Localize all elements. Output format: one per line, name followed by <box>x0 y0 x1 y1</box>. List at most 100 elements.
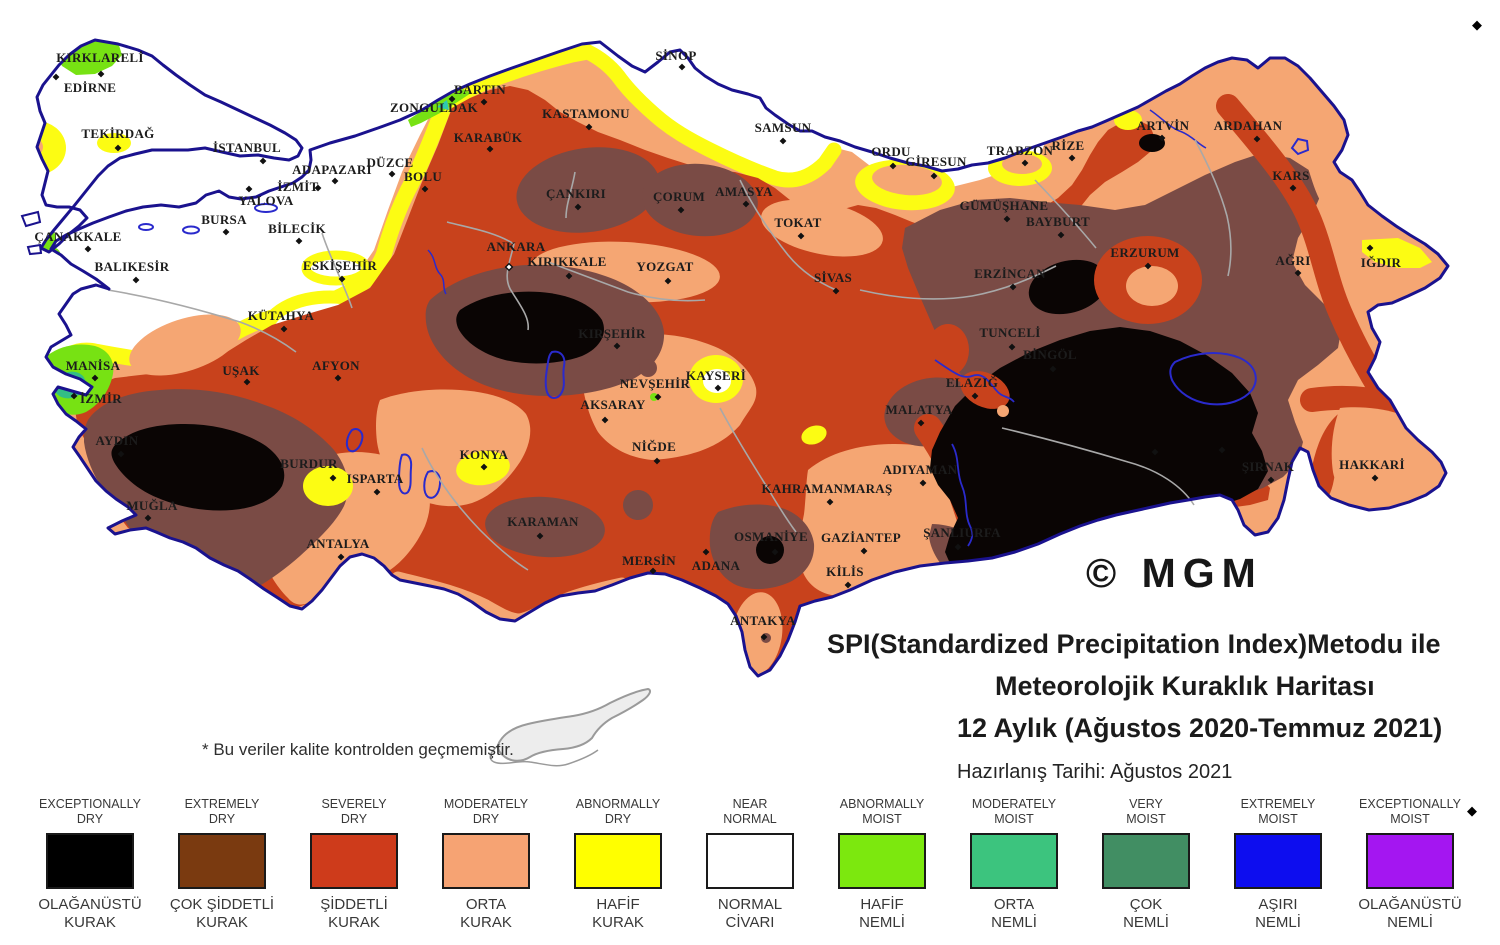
city-label: KAYSERİ <box>686 368 746 383</box>
legend-label-en: MODERATELY MOIST <box>971 797 1057 826</box>
quality-note: * Bu veriler kalite kontrolden geçmemişt… <box>202 740 514 759</box>
city-dot <box>742 200 750 208</box>
legend-swatch <box>1366 833 1454 889</box>
city-label: ŞANLIURFA <box>923 525 1001 540</box>
legend-label-tr: ORTA KURAK <box>460 896 512 932</box>
city-label: NİĞDE <box>632 439 676 454</box>
title-line-1: SPI(Standardized Precipitation Index)Met… <box>827 629 1441 659</box>
lake-ulubat <box>182 225 200 235</box>
city-dot <box>771 548 779 556</box>
city-dot <box>613 342 621 350</box>
legend-label-en: EXCEPTIONALLY MOIST <box>1359 797 1461 826</box>
city-label: BİLECİK <box>268 221 326 236</box>
city-label: KIRKLARELİ <box>56 50 144 65</box>
legend-row: EXCEPTIONALLY DRY OLAĞANÜSTÜ KURAK EXTREMELY… <box>0 797 1500 933</box>
city-dot <box>337 553 345 561</box>
legend-label-en: EXCEPTIONALLY DRY <box>39 797 141 826</box>
legend-label-tr: NORMAL CİVARI <box>717 896 783 932</box>
city-dot <box>222 228 230 236</box>
city-label: TOKAT <box>774 215 821 230</box>
city-label: BALIKESİR <box>95 259 170 274</box>
pocket-moderately-dry-usak <box>129 314 241 376</box>
legend-label-en: EXTREMELY MOIST <box>1240 797 1316 826</box>
legend-label-en: ABNORMALLY MOIST <box>839 797 925 826</box>
city-dot <box>653 457 661 465</box>
legend-label-tr: ÇOK ŞİDDETLİ KURAK <box>169 896 275 932</box>
admin-line <box>421 447 529 571</box>
city-label: OSMANİYE <box>734 529 808 544</box>
city-dot <box>259 157 267 165</box>
admin-line <box>565 171 576 219</box>
city-label: KIRŞEHİR <box>578 326 646 341</box>
city-dot <box>388 170 396 178</box>
legend-label-tr: ŞİDDETLİ KURAK <box>320 896 388 932</box>
spot-abnormally-dry-elbistan <box>801 425 827 445</box>
legend-item: MODERATELY DRY ORTA KURAK <box>420 797 552 933</box>
city-dot <box>760 633 768 641</box>
city-label: ERZİNCAN <box>974 266 1046 281</box>
city-dot <box>714 384 722 392</box>
strip-abnormally-moist-zonguldak <box>408 89 471 127</box>
city-label: SİNOP <box>655 48 696 63</box>
lake-manyas <box>138 223 154 231</box>
spot-abnormally-moist-nevsehir <box>650 393 658 401</box>
city-dot <box>536 532 544 540</box>
region-extremely-dry-corum-amasya <box>642 163 758 237</box>
city-label: EDİRNE <box>64 80 116 95</box>
mgm-watermark: © MGM <box>1086 550 1263 596</box>
city-label: KASTAMONU <box>542 106 630 121</box>
river-ataturk-dam <box>951 443 974 547</box>
city-label: ADAPAZARI <box>292 162 372 177</box>
river-coruh <box>1149 109 1207 149</box>
admin-line <box>719 407 797 533</box>
city-label: GİRESUN <box>905 154 967 169</box>
city-dot <box>338 275 346 283</box>
city-dot <box>1366 244 1374 252</box>
city-dot <box>1158 134 1166 142</box>
city-label: TRABZON <box>987 143 1054 158</box>
city-dot <box>574 203 582 211</box>
spot-abnormally-dry-west-thrace <box>37 121 66 175</box>
city-dot <box>70 392 78 400</box>
city-label: BOLU <box>404 169 442 184</box>
legend-swatch <box>46 833 134 889</box>
city-dot <box>1049 365 1057 373</box>
city-label: MANİSA <box>66 358 121 373</box>
city-dot <box>144 514 152 522</box>
city-dot <box>117 450 125 458</box>
city-label: GAZİANTEP <box>821 530 901 545</box>
city-dot <box>1144 262 1152 270</box>
admin-line <box>547 261 706 302</box>
city-label: MUĞLA <box>126 498 178 513</box>
city-dot <box>844 581 852 589</box>
city-label: İZMİT <box>277 179 318 194</box>
lake-cildir <box>1290 137 1310 156</box>
admin-line <box>1034 179 1097 249</box>
title-line-2: Meteorolojik Kuraklık Haritası <box>995 671 1375 701</box>
admin-line <box>107 289 297 353</box>
city-dot <box>1009 283 1017 291</box>
city-dot <box>132 276 140 284</box>
city-label: SİVAS <box>814 270 852 285</box>
legend-item: ABNORMALLY MOIST HAFİF NEMLİ <box>816 797 948 933</box>
city-dot <box>889 162 897 170</box>
legend-swatch <box>706 833 794 889</box>
spot-moderately-dry-keban <box>997 405 1009 417</box>
city-dot <box>664 277 672 285</box>
city-dot <box>480 463 488 471</box>
city-label: YOZGAT <box>636 259 693 274</box>
legend-swatch <box>442 833 530 889</box>
legend-label-en: SEVERELY DRY <box>321 797 387 826</box>
admin-line <box>739 179 837 291</box>
cyprus-outline <box>496 687 652 762</box>
city-dot <box>826 498 834 506</box>
city-dot <box>678 63 686 71</box>
city-label: GÜMÜŞHANE <box>960 198 1049 213</box>
legend-item: EXCEPTIONALLY DRY OLAĞANÜSTÜ KURAK <box>24 797 156 933</box>
city-dot <box>91 374 99 382</box>
legend-item: NEAR NORMAL NORMAL CİVARI <box>684 797 816 933</box>
region-exceptionally-dry-erzincan <box>1028 259 1108 315</box>
legend-item: MODERATELY MOIST ORTA NEMLİ <box>948 797 1080 933</box>
region-exceptionally-dry-southeast <box>930 327 1268 585</box>
city-label: KÜTAHYA <box>248 308 315 323</box>
